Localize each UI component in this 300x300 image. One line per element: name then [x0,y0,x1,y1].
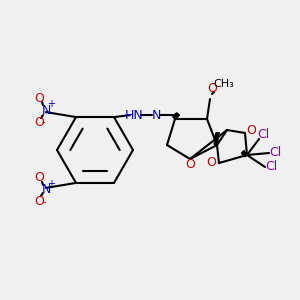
Text: N: N [41,183,51,196]
Text: -: - [42,197,46,207]
Text: CH₃: CH₃ [214,79,234,89]
Text: +: + [47,179,55,189]
Text: N: N [41,103,51,117]
Text: O: O [34,195,44,208]
Text: +: + [47,99,55,109]
Text: N: N [151,109,161,122]
Text: Cl: Cl [269,146,281,160]
Text: O: O [34,92,44,105]
Text: O: O [34,116,44,129]
Text: O: O [34,171,44,184]
Text: O: O [206,157,216,169]
Text: O: O [185,158,195,170]
Text: Cl: Cl [257,128,269,142]
Text: O: O [246,124,256,137]
Text: -: - [41,117,45,127]
Text: O: O [207,82,217,95]
Text: HN: HN [124,109,143,122]
Text: Cl: Cl [265,160,277,173]
